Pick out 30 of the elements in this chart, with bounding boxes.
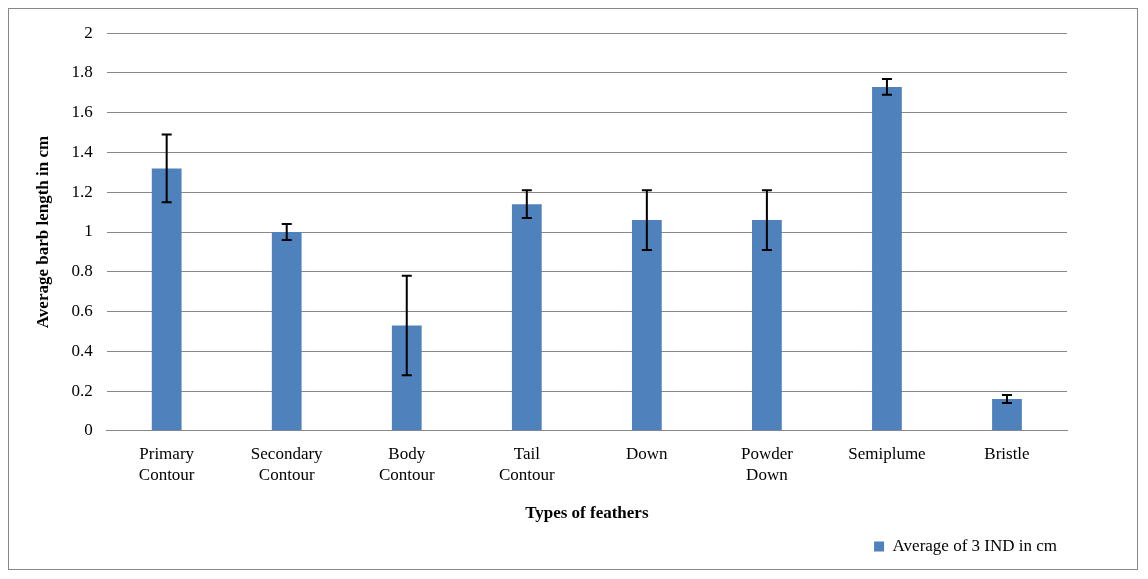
bar — [992, 398, 1022, 431]
x-tick-label: Powder Down — [740, 444, 794, 484]
x-tick-label: Down — [626, 444, 669, 464]
y-tick-label: 2 — [84, 22, 93, 42]
y-tick-label: 0.2 — [71, 380, 93, 400]
y-tick-label: 0 — [84, 420, 93, 440]
bar — [511, 204, 542, 431]
x-tick-label: Tail Contour — [498, 444, 555, 484]
bar — [752, 220, 782, 431]
y-tick-label: 0.4 — [71, 340, 94, 360]
y-tick-label: 1.6 — [71, 102, 93, 122]
y-tick-label: 1 — [84, 221, 93, 241]
x-tick-label: Secondary Contour — [250, 444, 324, 484]
bar — [872, 86, 902, 431]
x-tick-label: Body Contour — [378, 444, 435, 484]
x-tick-label: Bristle — [984, 444, 1030, 464]
y-tick-label: 1.4 — [71, 141, 94, 161]
y-tick-label: 0.8 — [71, 261, 93, 281]
y-tick-label: 1.2 — [71, 181, 93, 201]
bar — [391, 325, 422, 431]
y-tick-label: 1.8 — [71, 62, 93, 82]
x-tick-label: Semiplume — [848, 444, 926, 464]
legend-label: Average of 3 IND in cm — [892, 535, 1058, 555]
x-tick-label: Primary Contour — [138, 444, 195, 484]
x-axis-title: Types of feathers — [525, 503, 649, 523]
y-axis-title: Average barb length in cm — [32, 135, 52, 329]
bar — [271, 232, 302, 431]
bar — [631, 220, 662, 431]
bar — [151, 168, 182, 431]
y-tick-label: 0.6 — [71, 300, 93, 320]
